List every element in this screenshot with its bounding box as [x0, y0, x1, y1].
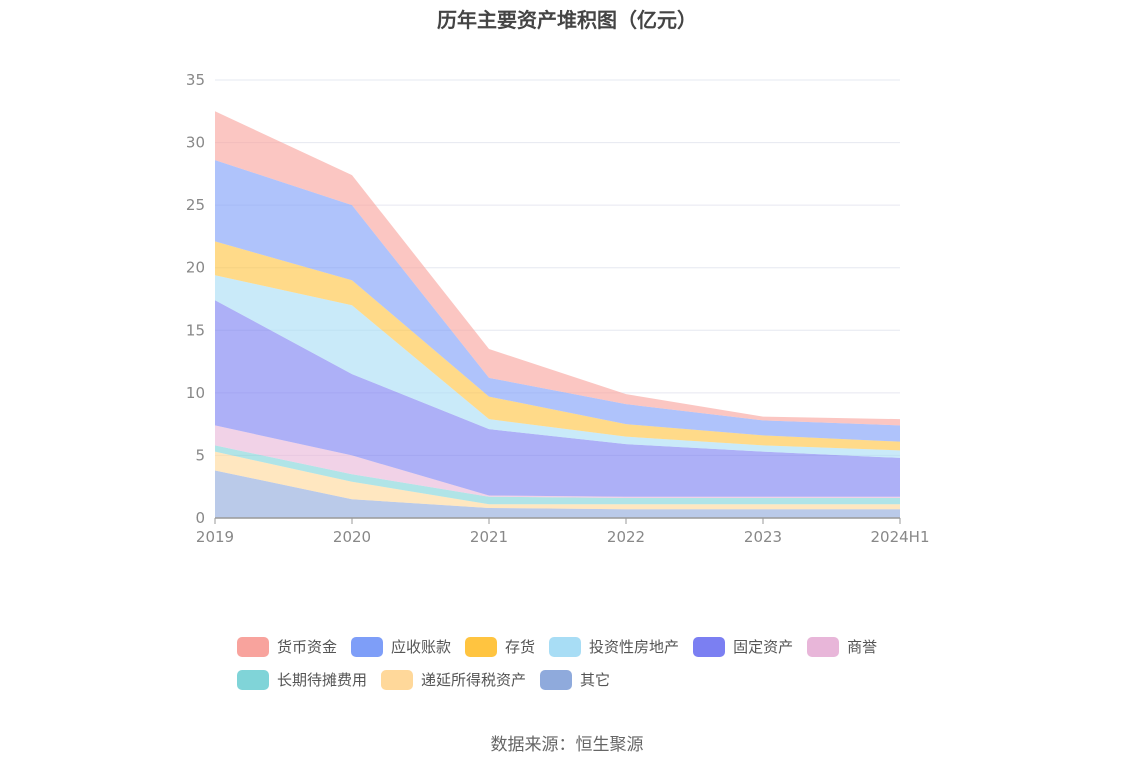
y-tick-label-7: 35: [186, 71, 205, 89]
legend-label: 长期待摊费用: [277, 671, 368, 689]
series-area-2: [215, 445, 900, 505]
legend-swatch: [540, 669, 573, 690]
x-tick-label-5: 2024H1: [871, 528, 930, 546]
legend-item-b2[interactable]: 其它: [540, 669, 610, 690]
legend-label: 其它: [580, 671, 611, 689]
legend-swatch: [237, 669, 269, 690]
legend-swatch: [381, 669, 414, 690]
series-area-0: [215, 470, 900, 518]
legend-swatch: [693, 636, 726, 657]
legend-item-a5[interactable]: 商誉: [807, 636, 877, 657]
series-area-3: [215, 425, 900, 498]
legend-label: 货币资金: [277, 638, 338, 656]
chart-title: 历年主要资产堆积图（亿元）: [437, 8, 697, 32]
series-area-6: [215, 241, 900, 451]
legend-label: 递延所得税资产: [421, 671, 527, 689]
legend-label: 固定资产: [733, 638, 794, 656]
legend-swatch: [237, 636, 269, 657]
series-area-7: [215, 160, 900, 442]
y-tick-label-6: 30: [186, 134, 205, 152]
y-tick-label-2: 10: [186, 384, 205, 402]
y-tick-label-3: 15: [186, 321, 205, 339]
x-tick-label-2: 2021: [470, 528, 508, 546]
series-area-5: [215, 275, 900, 458]
y-tick-label-4: 20: [186, 259, 205, 277]
legend-item-a3[interactable]: 投资性房地产: [549, 636, 679, 657]
x-tick-label-0: 2019: [196, 528, 234, 546]
series-area-4: [215, 300, 900, 497]
legend-label: 商誉: [847, 638, 878, 656]
y-tick-label-5: 25: [186, 196, 205, 214]
legend-item-b0[interactable]: 长期待摊费用: [237, 669, 367, 690]
legend-swatch: [351, 636, 384, 657]
legend-item-b1[interactable]: 递延所得税资产: [381, 669, 526, 690]
legend-item-a1[interactable]: 应收账款: [351, 636, 451, 657]
data-source-note: 数据来源：恒生聚源: [490, 735, 644, 755]
legend-item-a2[interactable]: 存货: [465, 636, 535, 657]
legend-item-a4[interactable]: 固定资产: [693, 636, 793, 657]
x-tick-label-3: 2022: [607, 528, 645, 546]
y-tick-label-0: 0: [195, 509, 205, 527]
x-tick-label-1: 2020: [333, 528, 371, 546]
y-tick-label-1: 5: [195, 446, 205, 464]
legend-swatch: [465, 636, 498, 657]
legend-label: 存货: [505, 638, 536, 656]
x-tick-label-4: 2023: [744, 528, 782, 546]
legend-label: 应收账款: [391, 638, 452, 656]
legend-item-a0[interactable]: 货币资金: [237, 636, 337, 657]
series-area-1: [215, 451, 900, 510]
legend-row-1: 货币资金 应收账款 存货 投资性房地产 固定资产 商誉: [237, 630, 937, 663]
legend-row-2: 长期待摊费用 递延所得税资产 其它: [237, 663, 937, 696]
stacked-area-chart: 0 5 10 15 20 25 30 35 2019 2020 2021 2022 2023 2024H1: [186, 71, 930, 546]
legend-swatch: [807, 636, 840, 657]
chart-legend: 货币资金 应收账款 存货 投资性房地产 固定资产 商誉 长期待摊费用 递延所得税资产 其它: [237, 630, 937, 696]
legend-label: 投资性房地产: [589, 638, 680, 656]
legend-swatch: [549, 636, 582, 657]
